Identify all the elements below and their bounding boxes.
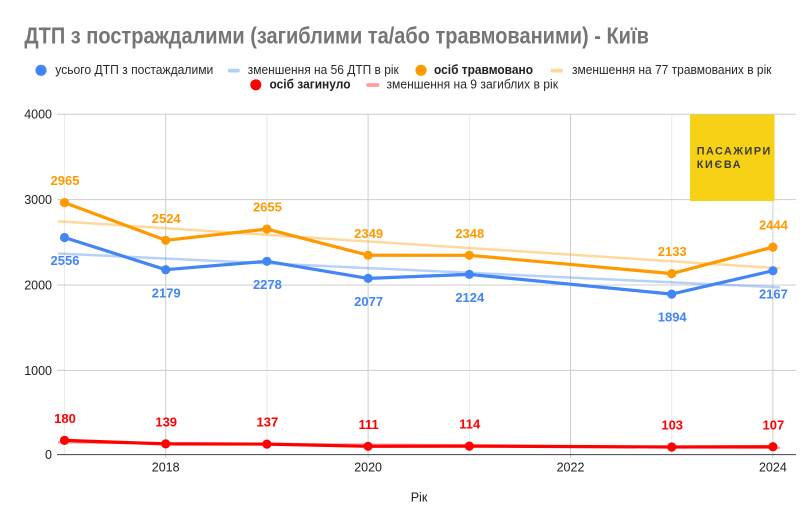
svg-text:2020: 2020 [354,460,382,474]
svg-text:зменшення на 56 ДТП в рік: зменшення на 56 ДТП в рік [248,63,399,77]
svg-text:1000: 1000 [24,364,52,378]
svg-text:2965: 2965 [51,173,80,188]
svg-text:107: 107 [763,417,785,432]
svg-text:2524: 2524 [152,211,182,226]
svg-text:2077: 2077 [354,294,383,309]
svg-text:ДТП з постраждалими (загиблими: ДТП з постраждалими (загиблими та/або тр… [24,22,649,48]
svg-text:Рік: Рік [411,490,428,504]
svg-text:1894: 1894 [658,310,688,325]
svg-text:2133: 2133 [658,244,687,259]
svg-text:2124: 2124 [455,290,485,305]
svg-text:осіб травмовано: осіб травмовано [434,63,533,77]
svg-text:111: 111 [358,417,378,432]
svg-text:103: 103 [661,418,683,433]
svg-text:2024: 2024 [759,460,787,474]
svg-text:2278: 2278 [253,277,282,292]
svg-text:2018: 2018 [152,460,180,474]
svg-text:0: 0 [45,448,52,462]
svg-text:осіб загинуло: осіб загинуло [270,78,351,92]
svg-text:2444: 2444 [759,218,789,233]
svg-text:114: 114 [459,417,481,432]
svg-text:2655: 2655 [253,200,282,215]
svg-text:2000: 2000 [24,278,52,292]
svg-text:2349: 2349 [354,226,383,241]
svg-text:2022: 2022 [557,460,585,474]
svg-text:139: 139 [155,415,177,430]
svg-text:КИЄВА: КИЄВА [697,159,743,171]
svg-text:зменшення на 9 загиблих в рік: зменшення на 9 загиблих в рік [387,78,559,92]
svg-text:2556: 2556 [51,253,80,268]
svg-text:усього ДТП з постаждалими: усього ДТП з постаждалими [55,63,213,77]
svg-text:2348: 2348 [455,226,484,241]
svg-text:137: 137 [257,415,279,430]
svg-text:4000: 4000 [24,108,52,122]
svg-text:зменшення на 77 травмованих в: зменшення на 77 травмованих в рік [572,63,772,77]
svg-text:ПАСАЖИРИ: ПАСАЖИРИ [697,146,772,158]
svg-text:180: 180 [54,411,76,426]
svg-text:3000: 3000 [24,193,52,207]
svg-text:2167: 2167 [759,286,788,301]
svg-text:2179: 2179 [152,285,181,300]
